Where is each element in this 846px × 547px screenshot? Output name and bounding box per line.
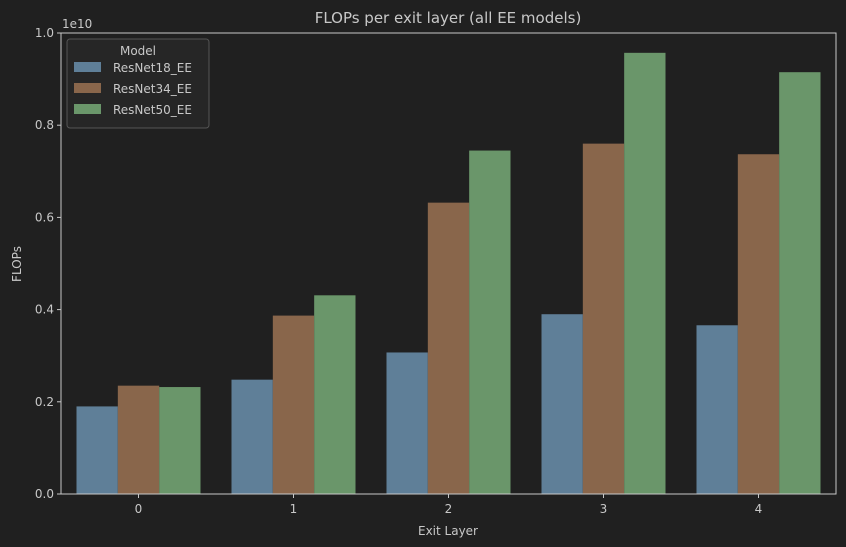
x-axis-label: Exit Layer [418,524,478,538]
legend-swatch [74,83,101,93]
bar-resnet50-ee-layer-1 [314,295,356,494]
legend: Model ResNet18_EE ResNet34_EE ResNet50_EE [66,38,210,129]
y-tick-label: 1.0 [35,26,54,40]
x-ticks-group: 0 1 2 3 4 [135,494,763,516]
bar-resnet50-ee-layer-4 [779,72,821,494]
y-offset-label: 1e10 [62,17,92,31]
bar-resnet34-ee-layer-2 [427,202,470,494]
bar-resnet50-ee-layer-3 [624,52,666,495]
y-tick-label: 0.0 [35,487,54,501]
bar-resnet34-ee-layer-1 [272,315,315,494]
legend-swatch [74,62,101,72]
bar-resnet50-ee-layer-0 [159,387,201,494]
legend-title: Model [120,44,156,58]
bar-resnet18-ee-layer-4 [696,325,738,494]
bar-resnet18-ee-layer-3 [541,314,583,494]
bars-group [76,52,821,495]
bar-resnet18-ee-layer-1 [231,379,273,494]
plot-frame [60,32,837,495]
x-tick-label: 1 [290,502,298,516]
legend-label: ResNet18_EE [113,61,192,75]
legend-box [66,38,210,129]
y-tick-label: 0.8 [35,118,54,132]
legend-label: ResNet34_EE [113,82,192,96]
bar-resnet18-ee-layer-2 [386,352,428,494]
y-tick-label: 0.6 [35,210,54,224]
chart-title: FLOPs per exit layer (all EE models) [315,9,582,27]
x-tick-label: 2 [445,502,453,516]
y-axis-label: FLOPs [10,246,24,282]
legend-swatch [74,104,101,114]
x-tick-label: 0 [135,502,143,516]
bar-resnet34-ee-layer-3 [582,143,625,494]
bar-resnet34-ee-layer-0 [117,385,160,494]
y-tick-label: 0.2 [35,395,54,409]
bar-resnet18-ee-layer-0 [76,406,118,494]
bar-resnet50-ee-layer-2 [469,150,511,494]
x-tick-label: 3 [600,502,608,516]
bar-resnet34-ee-layer-4 [737,154,780,495]
x-tick-label: 4 [755,502,763,516]
y-tick-label: 0.4 [35,303,54,317]
y-ticks-group: 0.0 0.2 0.4 0.6 0.8 1.0 [35,26,61,501]
legend-label: ResNet50_EE [113,103,192,117]
